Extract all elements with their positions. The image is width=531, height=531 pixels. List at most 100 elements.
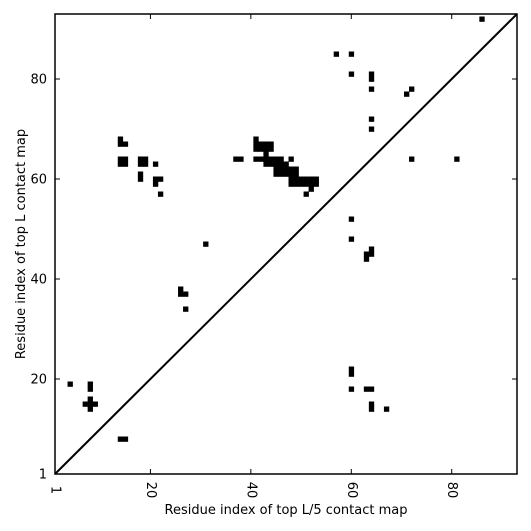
contact-point: [273, 161, 279, 167]
contact-point: [348, 216, 355, 222]
y-tick-label: 80: [30, 73, 47, 88]
contact-point: [82, 401, 88, 407]
contact-point: [348, 51, 355, 57]
contact-point: [157, 191, 164, 197]
contact-point: [308, 186, 314, 192]
contact-point: [363, 256, 370, 262]
contact-point: [368, 246, 375, 252]
contact-point: [253, 141, 259, 147]
contact-point: [348, 386, 355, 392]
contact-point: [87, 406, 93, 412]
contact-point: [178, 286, 184, 292]
plot-frame: [54, 13, 518, 475]
contact-point: [273, 166, 279, 172]
x-tick-label: 40: [243, 482, 258, 499]
contact-point: [288, 171, 294, 177]
contact-point: [368, 406, 375, 412]
contact-point: [117, 136, 124, 142]
contact-point: [157, 176, 164, 182]
contact-point: [183, 291, 189, 297]
contact-point: [288, 156, 294, 162]
contact-point: [263, 146, 269, 152]
contact-point: [293, 176, 299, 182]
contact-point: [253, 156, 259, 162]
contact-point: [67, 381, 73, 387]
contact-point: [383, 406, 390, 412]
y-tick-label: 40: [30, 273, 47, 288]
contact-point: [268, 146, 274, 152]
contact-point: [87, 381, 93, 387]
contact-point: [122, 161, 129, 167]
x-tick-label: 80: [444, 482, 459, 499]
contact-point: [87, 396, 93, 402]
contact-point: [368, 76, 375, 82]
x-tick-label: 60: [344, 482, 359, 499]
contact-point: [253, 146, 259, 152]
ticks-layer: 1 20 40 60 80 1 20 40 60 80: [30, 14, 517, 498]
contact-point: [183, 306, 189, 312]
contact-point: [178, 291, 184, 297]
contact-point: [363, 251, 370, 257]
contact-point: [273, 171, 279, 177]
contact-point: [263, 161, 269, 167]
x-axis-label: Residue index of top L/5 contact map: [165, 503, 408, 518]
contact-point: [283, 166, 289, 172]
contact-point: [283, 171, 289, 177]
contact-point: [92, 401, 98, 407]
contact-point: [303, 191, 309, 197]
contact-point: [152, 161, 159, 167]
contact-point: [368, 251, 375, 257]
contact-point: [278, 161, 284, 167]
contact-point: [348, 371, 355, 377]
contact-point: [404, 91, 410, 97]
contact-point: [288, 166, 294, 172]
contact-point: [258, 156, 264, 162]
contact-point: [117, 141, 124, 147]
contact-point: [298, 181, 304, 187]
contact-point: [152, 181, 159, 187]
contact-point: [137, 161, 144, 167]
contact-point: [333, 51, 340, 57]
contact-point: [253, 136, 259, 142]
contact-point: [368, 86, 375, 92]
contact-point: [293, 171, 299, 177]
contact-point: [368, 116, 375, 122]
contact-point: [313, 181, 319, 187]
contact-point: [152, 176, 159, 182]
contact-point: [308, 181, 314, 187]
contact-point: [263, 151, 269, 157]
contact-point: [268, 156, 274, 162]
contact-point: [283, 161, 289, 167]
contact-point: [278, 156, 284, 162]
contact-point: [308, 176, 314, 182]
contact-point: [273, 156, 279, 162]
contact-point: [87, 401, 93, 407]
contact-point: [268, 141, 274, 147]
contact-point: [288, 176, 294, 182]
points-layer: [67, 16, 485, 442]
contact-point: [363, 386, 370, 392]
contact-point: [293, 166, 299, 172]
contact-point: [142, 161, 149, 167]
contact-point: [303, 181, 309, 187]
contact-point: [313, 176, 319, 182]
contact-point: [122, 436, 129, 442]
contact-point: [454, 156, 460, 162]
contact-point: [233, 156, 239, 162]
contact-point: [303, 176, 309, 182]
y-tick-label: 1: [39, 468, 47, 483]
contact-point: [278, 166, 284, 172]
contact-point: [409, 86, 415, 92]
contact-point: [137, 171, 144, 177]
contact-point: [258, 146, 264, 152]
contact-point: [142, 156, 149, 162]
contact-point: [203, 241, 209, 247]
x-tick-label: 1: [48, 486, 63, 494]
contact-point: [348, 366, 355, 372]
contact-point: [137, 176, 144, 182]
contact-point: [117, 436, 124, 442]
contact-point: [238, 156, 244, 162]
contact-point: [409, 156, 415, 162]
contact-point: [348, 71, 355, 77]
